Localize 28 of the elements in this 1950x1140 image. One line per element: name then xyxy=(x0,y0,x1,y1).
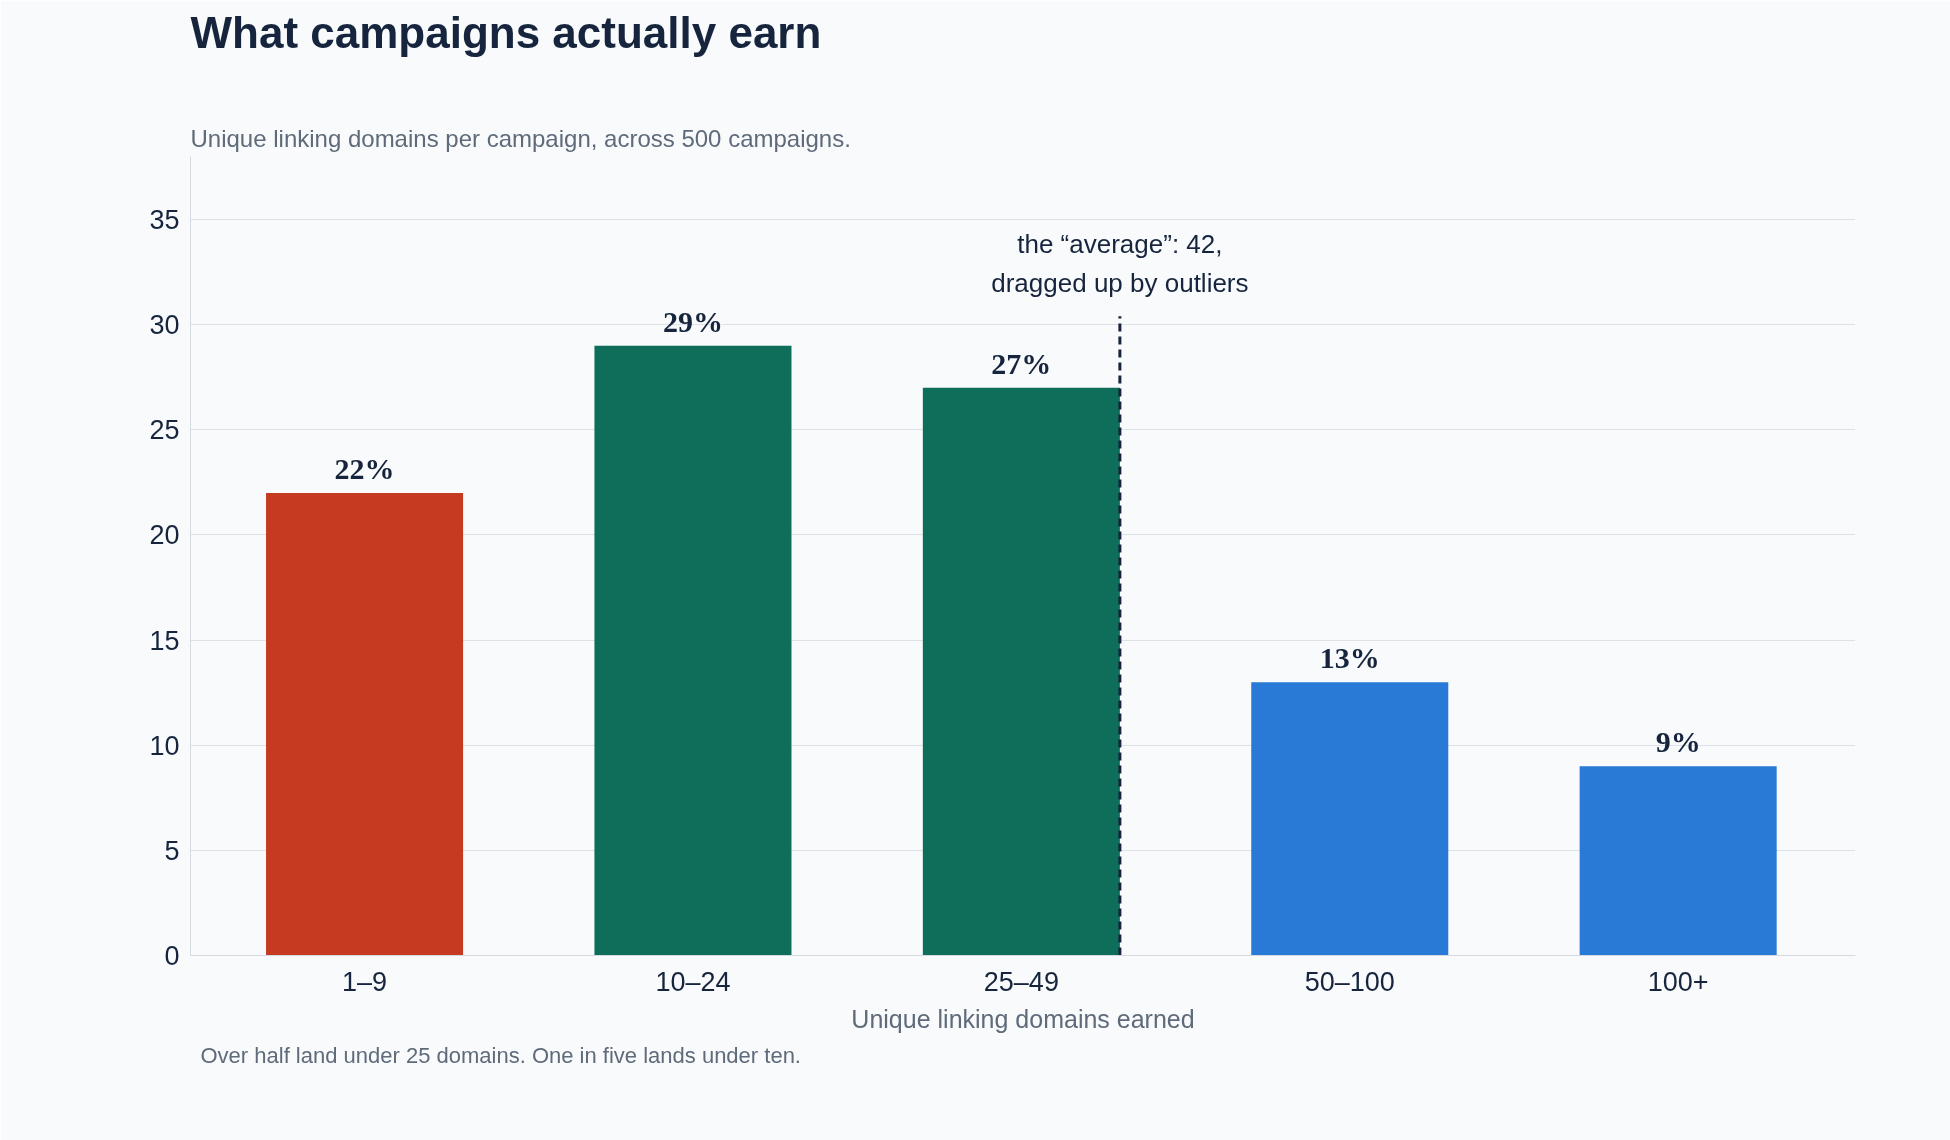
bar xyxy=(922,387,1120,956)
data-label: 29% xyxy=(662,304,723,338)
text: Over half land under 25 domains. One in five lands under ten. xyxy=(200,1042,801,1068)
chart-title: What campaigns actually earn xyxy=(190,7,822,57)
y-tick-label: 10 xyxy=(149,730,180,761)
data-label: 27% xyxy=(991,346,1052,380)
y-tick-label: 20 xyxy=(149,520,180,551)
x-tick-label: 25–49 xyxy=(983,966,1059,997)
data-label: 9% xyxy=(1655,725,1701,759)
bar xyxy=(266,492,464,956)
y-tick-label: 35 xyxy=(149,205,180,236)
x-tick-label: 50–100 xyxy=(1304,966,1395,997)
x-tick-label: 10–24 xyxy=(655,966,731,997)
y-tick-label: 25 xyxy=(149,415,180,446)
x-axis-title: Unique linking domains earned xyxy=(851,1004,1195,1033)
bar xyxy=(594,345,792,956)
y-tick-label: 30 xyxy=(149,310,180,341)
data-label: 22% xyxy=(334,451,395,485)
ref-line-label: the “average”: 42, dragged up by outliers xyxy=(991,229,1249,299)
chart-subtitle: Unique linking domains per campaign, across 500 campaigns. xyxy=(190,124,851,152)
bar xyxy=(1579,766,1777,956)
x-tick-label: 1–9 xyxy=(342,966,388,997)
bar xyxy=(1251,682,1449,956)
x-tick-label: 100+ xyxy=(1647,966,1709,997)
data-label: 13% xyxy=(1319,641,1380,675)
y-tick-label: 5 xyxy=(164,835,180,866)
y-tick-label: 0 xyxy=(164,941,180,971)
y-tick-label: 15 xyxy=(149,625,180,656)
